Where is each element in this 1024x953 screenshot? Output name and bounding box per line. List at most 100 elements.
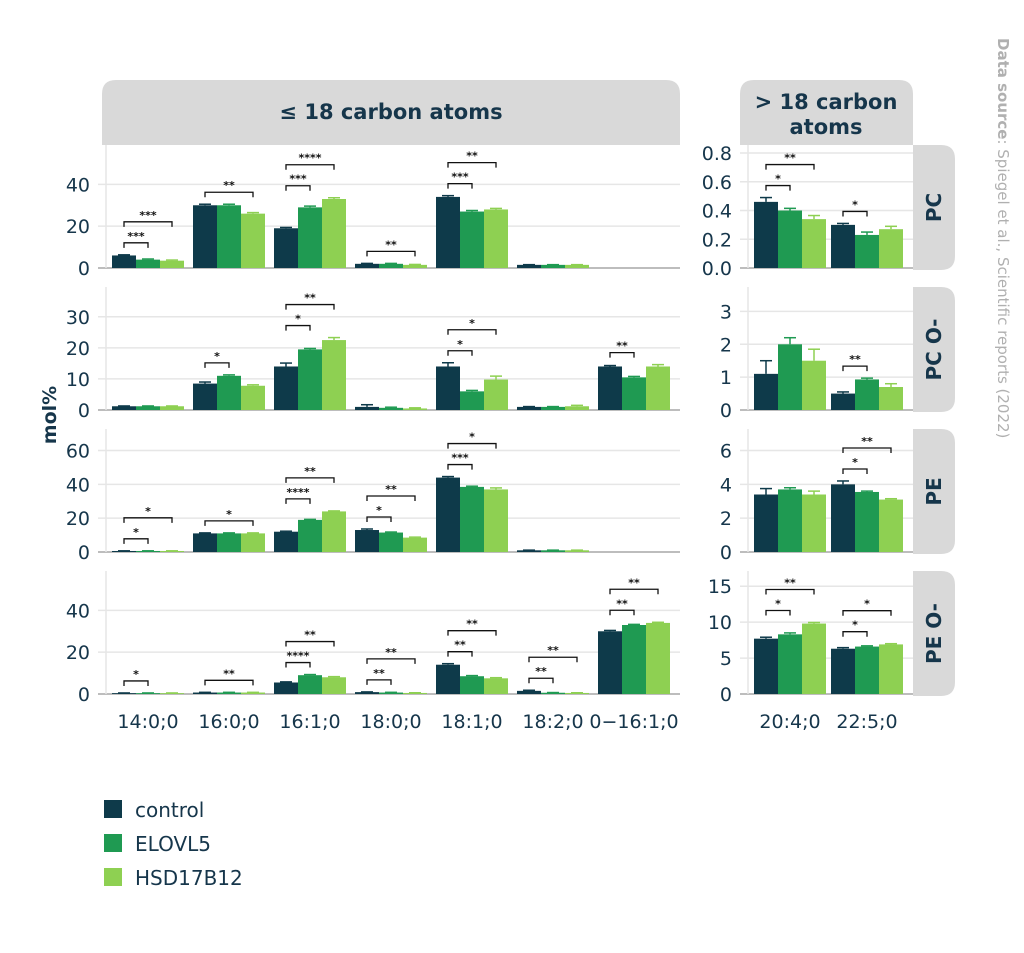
bar [879, 229, 903, 268]
significance-label: * [469, 431, 475, 444]
row-strip [913, 571, 955, 696]
data-source-label: Data source [994, 38, 1012, 139]
row-label: PC O- [922, 319, 946, 381]
bar [565, 264, 589, 268]
significance-label: ** [223, 179, 235, 192]
significance-label: * [295, 313, 301, 326]
significance-label: *** [289, 173, 307, 186]
bar [160, 406, 184, 410]
bar [355, 263, 379, 268]
y-tick-label: 1 [720, 367, 732, 389]
significance-label: ** [373, 667, 385, 680]
bar [565, 406, 589, 410]
significance-label: * [133, 668, 139, 681]
significance-bracket [285, 640, 335, 647]
significance-label: *** [139, 209, 157, 222]
significance-bracket [123, 680, 149, 686]
strip-left-background [102, 80, 680, 145]
bar [322, 340, 346, 410]
bar [436, 366, 460, 410]
strip-right-background [740, 80, 913, 145]
bar [778, 344, 802, 410]
bar [136, 406, 160, 410]
bar [436, 477, 460, 552]
bar [754, 201, 778, 268]
bar [831, 648, 855, 694]
significance-label: ** [466, 618, 478, 631]
bar [298, 675, 322, 694]
significance-label: *** [451, 452, 469, 465]
significance-label: *** [451, 171, 469, 184]
significance-label: * [133, 526, 139, 539]
bar [379, 263, 403, 268]
bar [298, 207, 322, 268]
row-label: PE [922, 477, 946, 505]
significance-label: **** [286, 650, 309, 663]
x-tick-label: 20:4;0 [759, 711, 820, 733]
significance-label: * [775, 597, 781, 610]
bar [802, 360, 826, 410]
y-tick-label: 0.2 [702, 229, 732, 251]
bar [802, 623, 826, 694]
data-source-citation: : Spiegel et al., Scientific reports (20… [994, 139, 1012, 438]
bar [217, 533, 241, 552]
bar [484, 489, 508, 552]
significance-label: ** [784, 576, 796, 589]
row-label: PC [922, 193, 946, 222]
y-tick-label: 3 [720, 301, 732, 323]
significance-bracket [285, 477, 335, 483]
significance-label: ** [861, 435, 873, 448]
significance-bracket [447, 183, 473, 189]
legend-swatch [104, 868, 122, 886]
bar [274, 228, 298, 268]
significance-bracket [285, 185, 311, 191]
bar [460, 391, 484, 410]
y-tick-label: 15 [708, 576, 732, 598]
bar [831, 224, 855, 268]
significance-bracket [123, 517, 173, 523]
bar [217, 692, 241, 694]
bar [274, 366, 298, 410]
column-strips: ≤ 18 carbon atoms > 18 carbon atoms [102, 80, 913, 145]
bar [517, 550, 541, 552]
strip-left-label: ≤ 18 carbon atoms [279, 100, 502, 124]
significance-bracket [765, 588, 815, 595]
significance-label: **** [298, 152, 321, 165]
significance-bracket [842, 631, 868, 637]
bar [754, 373, 778, 410]
significance-label: ** [628, 576, 640, 589]
y-tick-label: 0.8 [702, 143, 732, 165]
significance-bracket [285, 303, 335, 310]
y-tick-label: 6 [720, 441, 732, 463]
y-tick-label: 20 [66, 338, 90, 360]
significance-label: * [214, 350, 220, 363]
significance-bracket [366, 679, 392, 685]
y-tick-label: 10 [66, 369, 90, 391]
bar [598, 631, 622, 694]
legend-swatch [104, 834, 122, 852]
significance-bracket [609, 609, 635, 616]
y-tick-label: 2 [720, 508, 732, 530]
legend-label: control [135, 798, 204, 822]
significance-label: * [852, 198, 858, 211]
bar [193, 205, 217, 268]
bar [241, 692, 265, 694]
bar [831, 393, 855, 410]
y-tick-label: 60 [66, 441, 90, 463]
significance-label: ** [616, 597, 628, 610]
significance-bracket [204, 362, 230, 368]
significance-bracket [447, 463, 473, 470]
panel-long-chain: 0 1 2 3 ** [720, 287, 913, 422]
bar [298, 519, 322, 552]
bar [484, 678, 508, 694]
x-tick-label: 18:2;0 [522, 711, 583, 733]
significance-bracket [447, 630, 497, 636]
y-tick-label: 0.6 [702, 172, 732, 194]
